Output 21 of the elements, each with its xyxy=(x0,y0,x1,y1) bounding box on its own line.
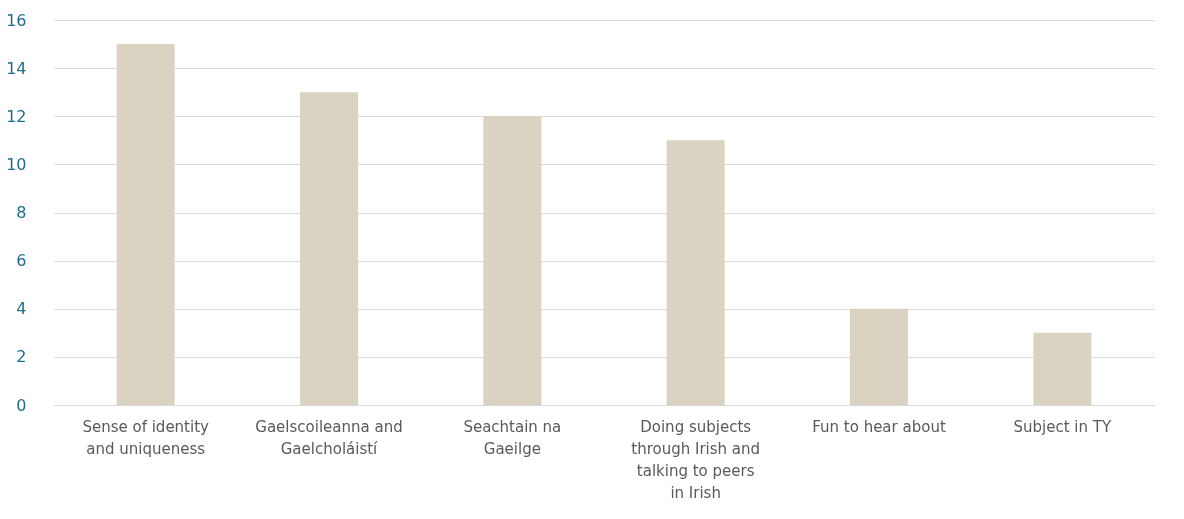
y-tick-label: 10 xyxy=(6,154,27,174)
y-tick-label: 6 xyxy=(16,251,27,271)
bar xyxy=(1033,332,1092,405)
y-tick-label: 16 xyxy=(6,10,27,30)
bar xyxy=(850,308,908,405)
y-tick-label: 4 xyxy=(16,299,27,319)
y-tick-label: 0 xyxy=(16,395,27,415)
y-tick-label: 14 xyxy=(6,58,27,78)
y-tick-label: 2 xyxy=(16,347,27,367)
x-tick-label: Fun to hear about xyxy=(812,417,946,436)
bar xyxy=(300,92,358,405)
y-tick-label: 8 xyxy=(16,203,27,222)
bar xyxy=(483,116,542,405)
bar xyxy=(116,44,175,405)
x-tick-label: Gaelscoileanna and Gaelcholáistí xyxy=(255,417,403,458)
x-tick-label: Sense of identity and uniqueness xyxy=(82,417,210,458)
x-tick-label: Doing subjects through Irish and talking to peers in Irish xyxy=(631,417,761,502)
y-tick-label: 12 xyxy=(6,106,27,126)
x-tick-label: Seachtain na Gaeilge xyxy=(463,417,562,458)
x-tick-label: Subject in TY xyxy=(1013,417,1112,436)
bar xyxy=(666,140,725,405)
